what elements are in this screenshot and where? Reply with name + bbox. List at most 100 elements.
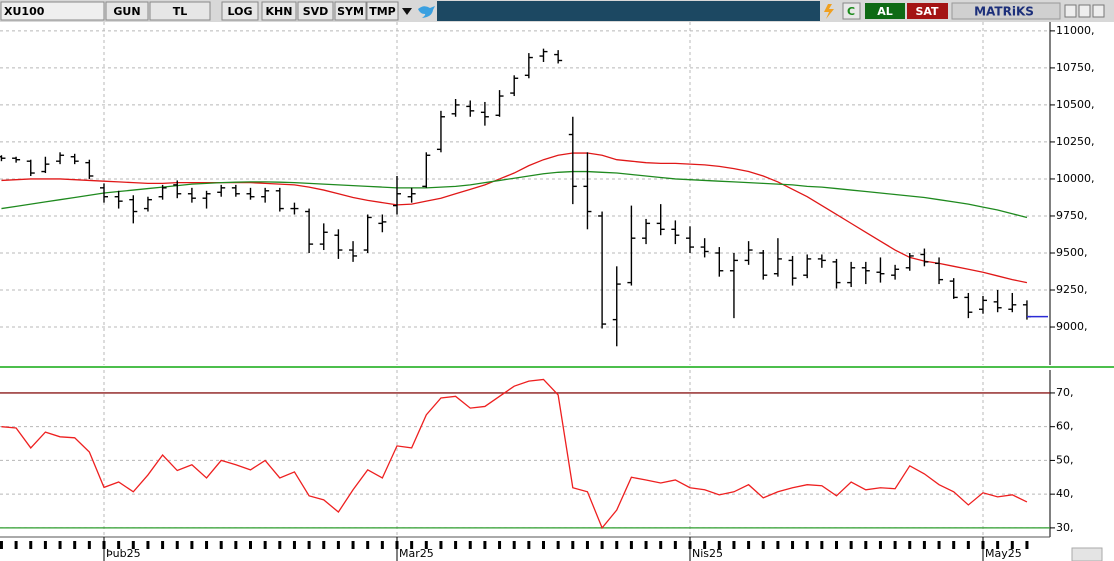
day-tick xyxy=(937,541,941,549)
day-tick xyxy=(468,541,472,549)
day-tick xyxy=(190,541,194,549)
day-tick xyxy=(644,541,648,549)
day-tick xyxy=(732,541,736,549)
refresh-label: C xyxy=(847,5,855,18)
day-tick xyxy=(922,541,926,549)
day-tick xyxy=(205,541,209,549)
day-tick xyxy=(556,541,560,549)
day-tick xyxy=(571,541,575,549)
day-tick xyxy=(820,541,824,549)
day-tick xyxy=(131,541,135,549)
day-tick xyxy=(278,541,282,549)
day-tick xyxy=(58,541,62,549)
day-tick xyxy=(952,541,956,549)
y-tick-label: 9000, xyxy=(1056,320,1088,333)
day-tick xyxy=(966,541,970,549)
toolbar-button[interactable] xyxy=(261,1,297,21)
day-tick xyxy=(146,541,150,549)
day-tick xyxy=(73,541,77,549)
day-tick xyxy=(234,541,238,549)
y-tick-label: 11000, xyxy=(1056,24,1095,37)
day-tick xyxy=(117,541,121,549)
toolbar-button[interactable] xyxy=(105,1,149,21)
x-tick-label: Þub25 xyxy=(106,547,141,560)
day-tick xyxy=(835,541,838,549)
toolbar-button-label: KHN xyxy=(266,5,293,18)
day-tick xyxy=(292,541,296,549)
toolbar-button-label: SVD xyxy=(303,5,329,18)
rsi-line xyxy=(1,378,1028,530)
window-button[interactable] xyxy=(1078,4,1091,18)
day-tick xyxy=(380,541,384,549)
twitter-icon[interactable] xyxy=(418,6,435,18)
day-tick xyxy=(717,541,721,549)
buy-label: AL xyxy=(877,5,893,18)
day-tick xyxy=(908,541,912,549)
toolbar-button-label: TMP xyxy=(369,5,396,18)
day-tick xyxy=(600,541,604,549)
day-tick xyxy=(629,541,633,549)
day-tick xyxy=(673,541,677,549)
x-tick-label: May25 xyxy=(985,547,1022,560)
day-tick xyxy=(454,541,458,549)
day-tick xyxy=(366,541,370,549)
sell-button[interactable] xyxy=(907,3,948,19)
day-tick xyxy=(893,541,897,549)
toolbar-button[interactable] xyxy=(334,1,367,21)
symbol: XU100 xyxy=(4,5,45,18)
day-tick xyxy=(336,541,340,549)
toolbar-strip xyxy=(437,1,820,21)
y-tick-label: 10250, xyxy=(1056,135,1095,148)
toolbar-button[interactable] xyxy=(149,1,211,21)
symbol-box[interactable] xyxy=(0,1,105,21)
day-tick xyxy=(219,541,223,549)
y-tick-label: 60, xyxy=(1056,420,1074,433)
scroll-button[interactable] xyxy=(1071,547,1103,561)
day-tick xyxy=(615,541,619,549)
buy-button[interactable] xyxy=(865,3,905,19)
day-tick xyxy=(43,541,47,549)
day-tick xyxy=(659,541,663,549)
toolbar-button-label: TL xyxy=(173,5,188,18)
day-tick xyxy=(747,541,751,549)
toolbar-button-label: GUN xyxy=(113,5,140,18)
day-tick xyxy=(410,541,414,549)
day-tick xyxy=(585,541,589,549)
toolbar-button[interactable] xyxy=(366,1,399,21)
y-tick-label: 30, xyxy=(1056,521,1074,534)
day-tick xyxy=(864,541,868,549)
x-tick-label: Nis25 xyxy=(692,547,723,560)
toolbar-button[interactable] xyxy=(297,1,334,21)
day-tick xyxy=(527,541,531,549)
day-tick xyxy=(805,541,809,549)
y-tick-label: 70, xyxy=(1056,386,1074,399)
toolbar-button[interactable] xyxy=(221,1,259,21)
day-tick xyxy=(791,541,795,549)
day-tick xyxy=(996,541,1000,549)
window-button[interactable] xyxy=(1092,4,1105,18)
day-tick xyxy=(512,541,516,549)
day-tick xyxy=(249,541,252,549)
toolbar-button-label: SYM xyxy=(337,5,364,18)
day-tick xyxy=(542,541,545,549)
day-tick xyxy=(351,541,355,549)
day-tick xyxy=(0,541,3,549)
y-tick-label: 9750, xyxy=(1056,209,1088,222)
dropdown-arrow[interactable] xyxy=(402,8,412,15)
x-tick-label: Mar25 xyxy=(399,547,434,560)
day-tick xyxy=(307,541,311,549)
lightning-icon[interactable] xyxy=(824,4,834,19)
y-tick-label: 9250, xyxy=(1056,283,1088,296)
y-tick-label: 10500, xyxy=(1056,98,1095,111)
day-tick xyxy=(498,541,502,549)
sell-label: SAT xyxy=(915,5,939,18)
day-tick xyxy=(703,541,707,549)
day-tick xyxy=(322,541,326,549)
day-tick xyxy=(161,541,165,549)
day-tick xyxy=(29,541,33,549)
refresh-button[interactable] xyxy=(842,2,861,20)
day-tick xyxy=(175,541,179,549)
window-button[interactable] xyxy=(1064,4,1077,18)
